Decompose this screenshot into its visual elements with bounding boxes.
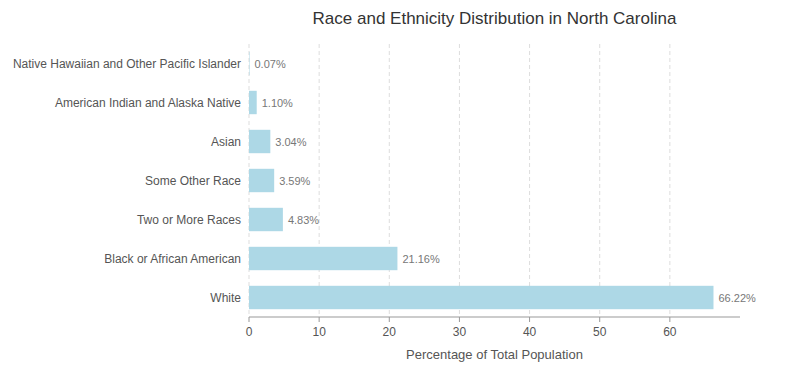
category-label: Native Hawaiian and Other Pacific Island… (13, 57, 241, 71)
chart-container: White Black or African American Two or Mor… (0, 0, 800, 373)
tick-label: 0 (246, 325, 253, 339)
grid-line (529, 44, 530, 317)
bar (249, 130, 270, 153)
bar (249, 91, 257, 114)
x-axis-label: Percentage of Total Population (406, 347, 583, 362)
tick-label: 50 (593, 325, 607, 339)
grid-line (389, 44, 390, 317)
tick-mark (249, 317, 250, 322)
bar (249, 169, 274, 192)
chart-title: Race and Ethnicity Distribution in North… (313, 9, 677, 28)
x-axis-line (249, 317, 740, 318)
data-label: 3.04% (275, 136, 306, 148)
tick-mark (319, 317, 320, 322)
tick-label: 20 (383, 325, 397, 339)
category-labels: White Black or African American Two or Mor… (13, 57, 241, 305)
grid-line (459, 44, 460, 317)
grid-line (599, 44, 600, 317)
data-label: 4.83% (288, 214, 319, 226)
data-label: 1.10% (262, 97, 293, 109)
category-label: American Indian and Alaska Native (55, 96, 241, 110)
chart-svg: White Black or African American Two or Mor… (0, 0, 800, 373)
grid (249, 44, 670, 317)
bar (249, 208, 283, 231)
tick-label: 10 (312, 325, 326, 339)
data-label: 21.16% (402, 253, 440, 265)
tick-mark (389, 317, 390, 322)
category-label: White (210, 291, 241, 305)
data-label: 0.07% (254, 58, 285, 70)
data-label: 3.59% (279, 175, 310, 187)
tick-label: 40 (523, 325, 537, 339)
category-label: Some Other Race (145, 174, 241, 188)
tick-mark (459, 317, 460, 322)
tick-mark (669, 317, 670, 322)
category-label: Black or African American (104, 252, 241, 266)
x-axis-ticks: 0 10 20 30 40 50 60 (246, 317, 677, 339)
data-label: 66.22% (718, 292, 756, 304)
data-labels: 66.22% 21.16% 4.83% 3.59% 3.04% 1.10% 0.07% (254, 58, 756, 304)
bar (249, 247, 397, 270)
category-label: Two or More Races (137, 213, 241, 227)
category-label: Asian (211, 135, 241, 149)
tick-label: 60 (663, 325, 677, 339)
tick-mark (529, 317, 530, 322)
bars (249, 52, 713, 309)
tick-label: 30 (453, 325, 467, 339)
tick-mark (599, 317, 600, 322)
grid-line (669, 44, 670, 317)
bar (249, 286, 713, 309)
grid-line (319, 44, 320, 317)
bar (249, 52, 250, 75)
